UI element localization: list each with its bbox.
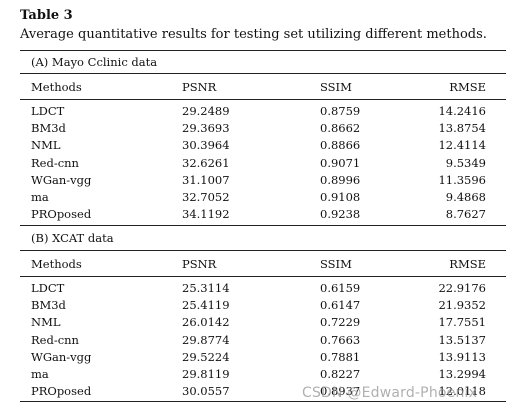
table-cell: WGan-vgg [31,349,92,364]
watermark: CSDN @Edward-Phoenix [302,385,478,401]
header-ssim: SSIM [320,257,352,271]
table-cell: NML [31,315,61,330]
table-cell: 0.8937 [320,384,361,399]
table-caption: Average quantitative results for testing… [20,27,487,42]
header-rmse: RMSE [449,257,486,271]
table-cell: LDCT [31,104,65,118]
table-cell: ma [31,367,49,381]
table-cell: 0.7881 [320,349,361,364]
table-row: Red-cnn 32.6261 0.9071 9.5349 [31,156,486,171]
table-cell: 0.8996 [320,172,361,187]
section-a-rule-bottom [20,225,506,226]
table-cell: 0.8866 [320,138,361,153]
table-cell: 0.7663 [320,332,361,347]
table-cell: 17.7551 [438,315,486,330]
table-cell: 0.6159 [320,281,361,295]
table-cell: 30.3964 [182,138,230,153]
table-label: Table 3 [20,8,73,23]
top-rule [20,50,506,52]
table-row: Red-cnn 29.8774 0.7663 13.5137 [31,333,486,348]
table-cell: 32.6261 [182,155,230,170]
table-cell: 21.9352 [438,298,486,313]
section-a-rule-header [20,99,506,100]
table-cell: BM3d [31,121,66,136]
table-cell: 13.2994 [438,367,486,381]
table-cell: LDCT [31,281,65,295]
bottom-rule [20,401,506,403]
table-row: PROposed 30.0557 0.8937 12.0118 [31,384,486,399]
table-cell: WGan-vgg [31,172,92,187]
table-cell: ma [31,190,49,204]
section-b-rule-top [20,250,506,251]
table-cell: 13.8754 [438,121,486,136]
table-cell: 34.1192 [182,207,230,222]
header-methods: Methods [31,80,82,94]
table-row: ma 29.8119 0.8227 13.2994 [31,367,486,382]
table-cell: 29.5224 [182,349,230,364]
table-cell: 14.2416 [438,104,486,118]
table-row: NML 26.0142 0.7229 17.7551 [31,315,486,330]
table-cell: 0.6147 [320,298,361,313]
table-cell: 0.8662 [320,121,361,136]
table-row: ma 32.7052 0.9108 9.4868 [31,190,486,205]
table-row: NML 30.3964 0.8866 12.4114 [31,138,486,153]
table-row: BM3d 29.3693 0.8662 13.8754 [31,121,486,136]
table-cell: 26.0142 [182,315,230,330]
table-row: LDCT 29.2489 0.8759 14.2416 [31,104,486,119]
table-cell: 12.0118 [438,384,486,399]
table-cell: 0.9238 [320,207,361,222]
section-title-a: (A) Mayo Cclinic data [31,55,158,69]
section-b-header-row: Methods PSNR SSIM RMSE [31,257,486,272]
table-cell: Red-cnn [31,155,79,170]
table-cell: 13.5137 [438,332,486,347]
table-cell: 0.7229 [320,315,361,330]
table-cell: 8.7627 [445,207,486,222]
header-methods: Methods [31,257,82,271]
table-cell: 29.8119 [182,367,230,381]
table-cell: 25.4119 [182,298,230,313]
table-cell: 32.7052 [182,190,230,204]
table-cell: 25.3114 [182,281,230,295]
table-cell: 29.3693 [182,121,230,136]
header-psnr: PSNR [182,80,217,94]
table-cell: 9.5349 [445,155,486,170]
table-cell: 30.0557 [182,384,230,399]
table-cell: 22.9176 [438,281,486,295]
table-cell: 0.9108 [320,190,361,204]
section-title-b: (B) XCAT data [31,231,114,245]
header-ssim: SSIM [320,80,352,94]
section-b-rule-header [20,276,506,277]
table-cell: 29.8774 [182,332,230,347]
header-rmse: RMSE [449,80,486,94]
table-cell: NML [31,138,61,153]
table-row: BM3d 25.4119 0.6147 21.9352 [31,298,486,313]
section-a-rule-top [20,73,506,74]
section-a-header-row: Methods PSNR SSIM RMSE [31,80,486,95]
table-cell: 31.1007 [182,172,230,187]
table-row: WGan-vgg 29.5224 0.7881 13.9113 [31,350,486,365]
table-row: LDCT 25.3114 0.6159 22.9176 [31,281,486,296]
table-cell: PROposed [31,207,92,222]
header-psnr: PSNR [182,257,217,271]
table-cell: 0.8227 [320,367,361,381]
table-cell: 9.4868 [445,190,486,204]
table-cell: PROposed [31,384,92,399]
table-cell: 29.2489 [182,104,230,118]
table-row: WGan-vgg 31.1007 0.8996 11.3596 [31,173,486,188]
table-cell: BM3d [31,298,66,313]
table-cell: 12.4114 [438,138,486,153]
table-cell: 0.9071 [320,155,361,170]
table-cell: 0.8759 [320,104,361,118]
table-cell: 13.9113 [438,349,486,364]
table-cell: Red-cnn [31,332,79,347]
table-row: PROposed 34.1192 0.9238 8.7627 [31,207,486,222]
table-cell: 11.3596 [438,172,486,187]
